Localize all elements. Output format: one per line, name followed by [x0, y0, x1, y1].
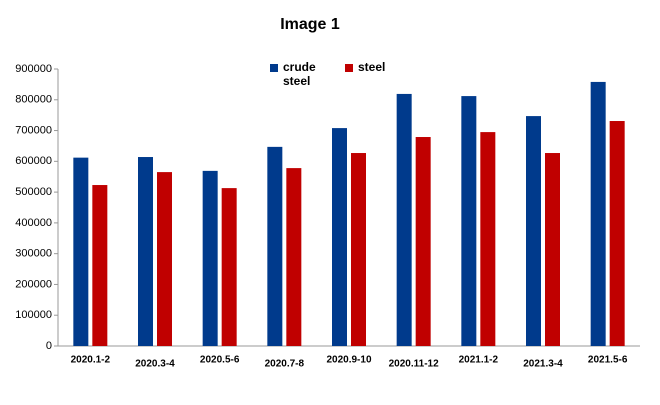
- bar: [138, 157, 153, 346]
- legend-item: steel: [345, 60, 400, 88]
- bar: [73, 157, 89, 346]
- bar: [415, 137, 431, 346]
- x-tick-label: 2021.5-6: [588, 355, 628, 366]
- legend-swatch: [345, 64, 353, 72]
- bar: [351, 153, 366, 346]
- chart-title: Image 1: [280, 16, 340, 33]
- bar: [480, 132, 496, 346]
- bar: [590, 81, 606, 346]
- bar: [221, 188, 237, 346]
- y-tick-label: 200000: [15, 278, 52, 290]
- x-tick-label: 2020.7-8: [265, 359, 305, 370]
- legend-label: crude steel: [283, 60, 316, 88]
- y-tick-label: 400000: [15, 217, 52, 229]
- bar: [545, 153, 560, 346]
- y-tick-label: 900000: [15, 63, 52, 75]
- bar: [396, 93, 412, 347]
- y-tick-label: 600000: [15, 155, 52, 167]
- legend: crude steel steel: [270, 60, 400, 88]
- x-tick-label: 2020.9-10: [326, 355, 371, 366]
- bar: [332, 128, 347, 346]
- x-tick-label: 2020.5-6: [200, 355, 240, 366]
- bar: [609, 121, 625, 347]
- legend-label: steel: [358, 60, 386, 74]
- bar: [92, 185, 108, 346]
- y-tick-label: 800000: [15, 94, 52, 106]
- y-tick-label: 0: [46, 340, 52, 352]
- legend-item: crude steel: [270, 60, 325, 88]
- x-tick-label: 2021.1-2: [459, 355, 499, 366]
- y-tick-label: 300000: [15, 248, 52, 260]
- bar: [202, 170, 218, 346]
- bar: [526, 116, 541, 346]
- x-tick-label: 2020.3-4: [135, 359, 175, 370]
- bar: [157, 172, 172, 346]
- y-tick-label: 500000: [15, 186, 52, 198]
- bar: [286, 168, 302, 346]
- y-tick-label: 100000: [15, 309, 52, 321]
- x-tick-label: 2020.1-2: [71, 355, 111, 366]
- x-tick-label: 2021.3-4: [523, 359, 563, 370]
- bar: [461, 96, 477, 346]
- legend-swatch: [270, 64, 278, 72]
- y-tick-label: 700000: [15, 124, 52, 136]
- bar: [267, 146, 283, 346]
- x-tick-label: 2020.11-12: [389, 359, 439, 370]
